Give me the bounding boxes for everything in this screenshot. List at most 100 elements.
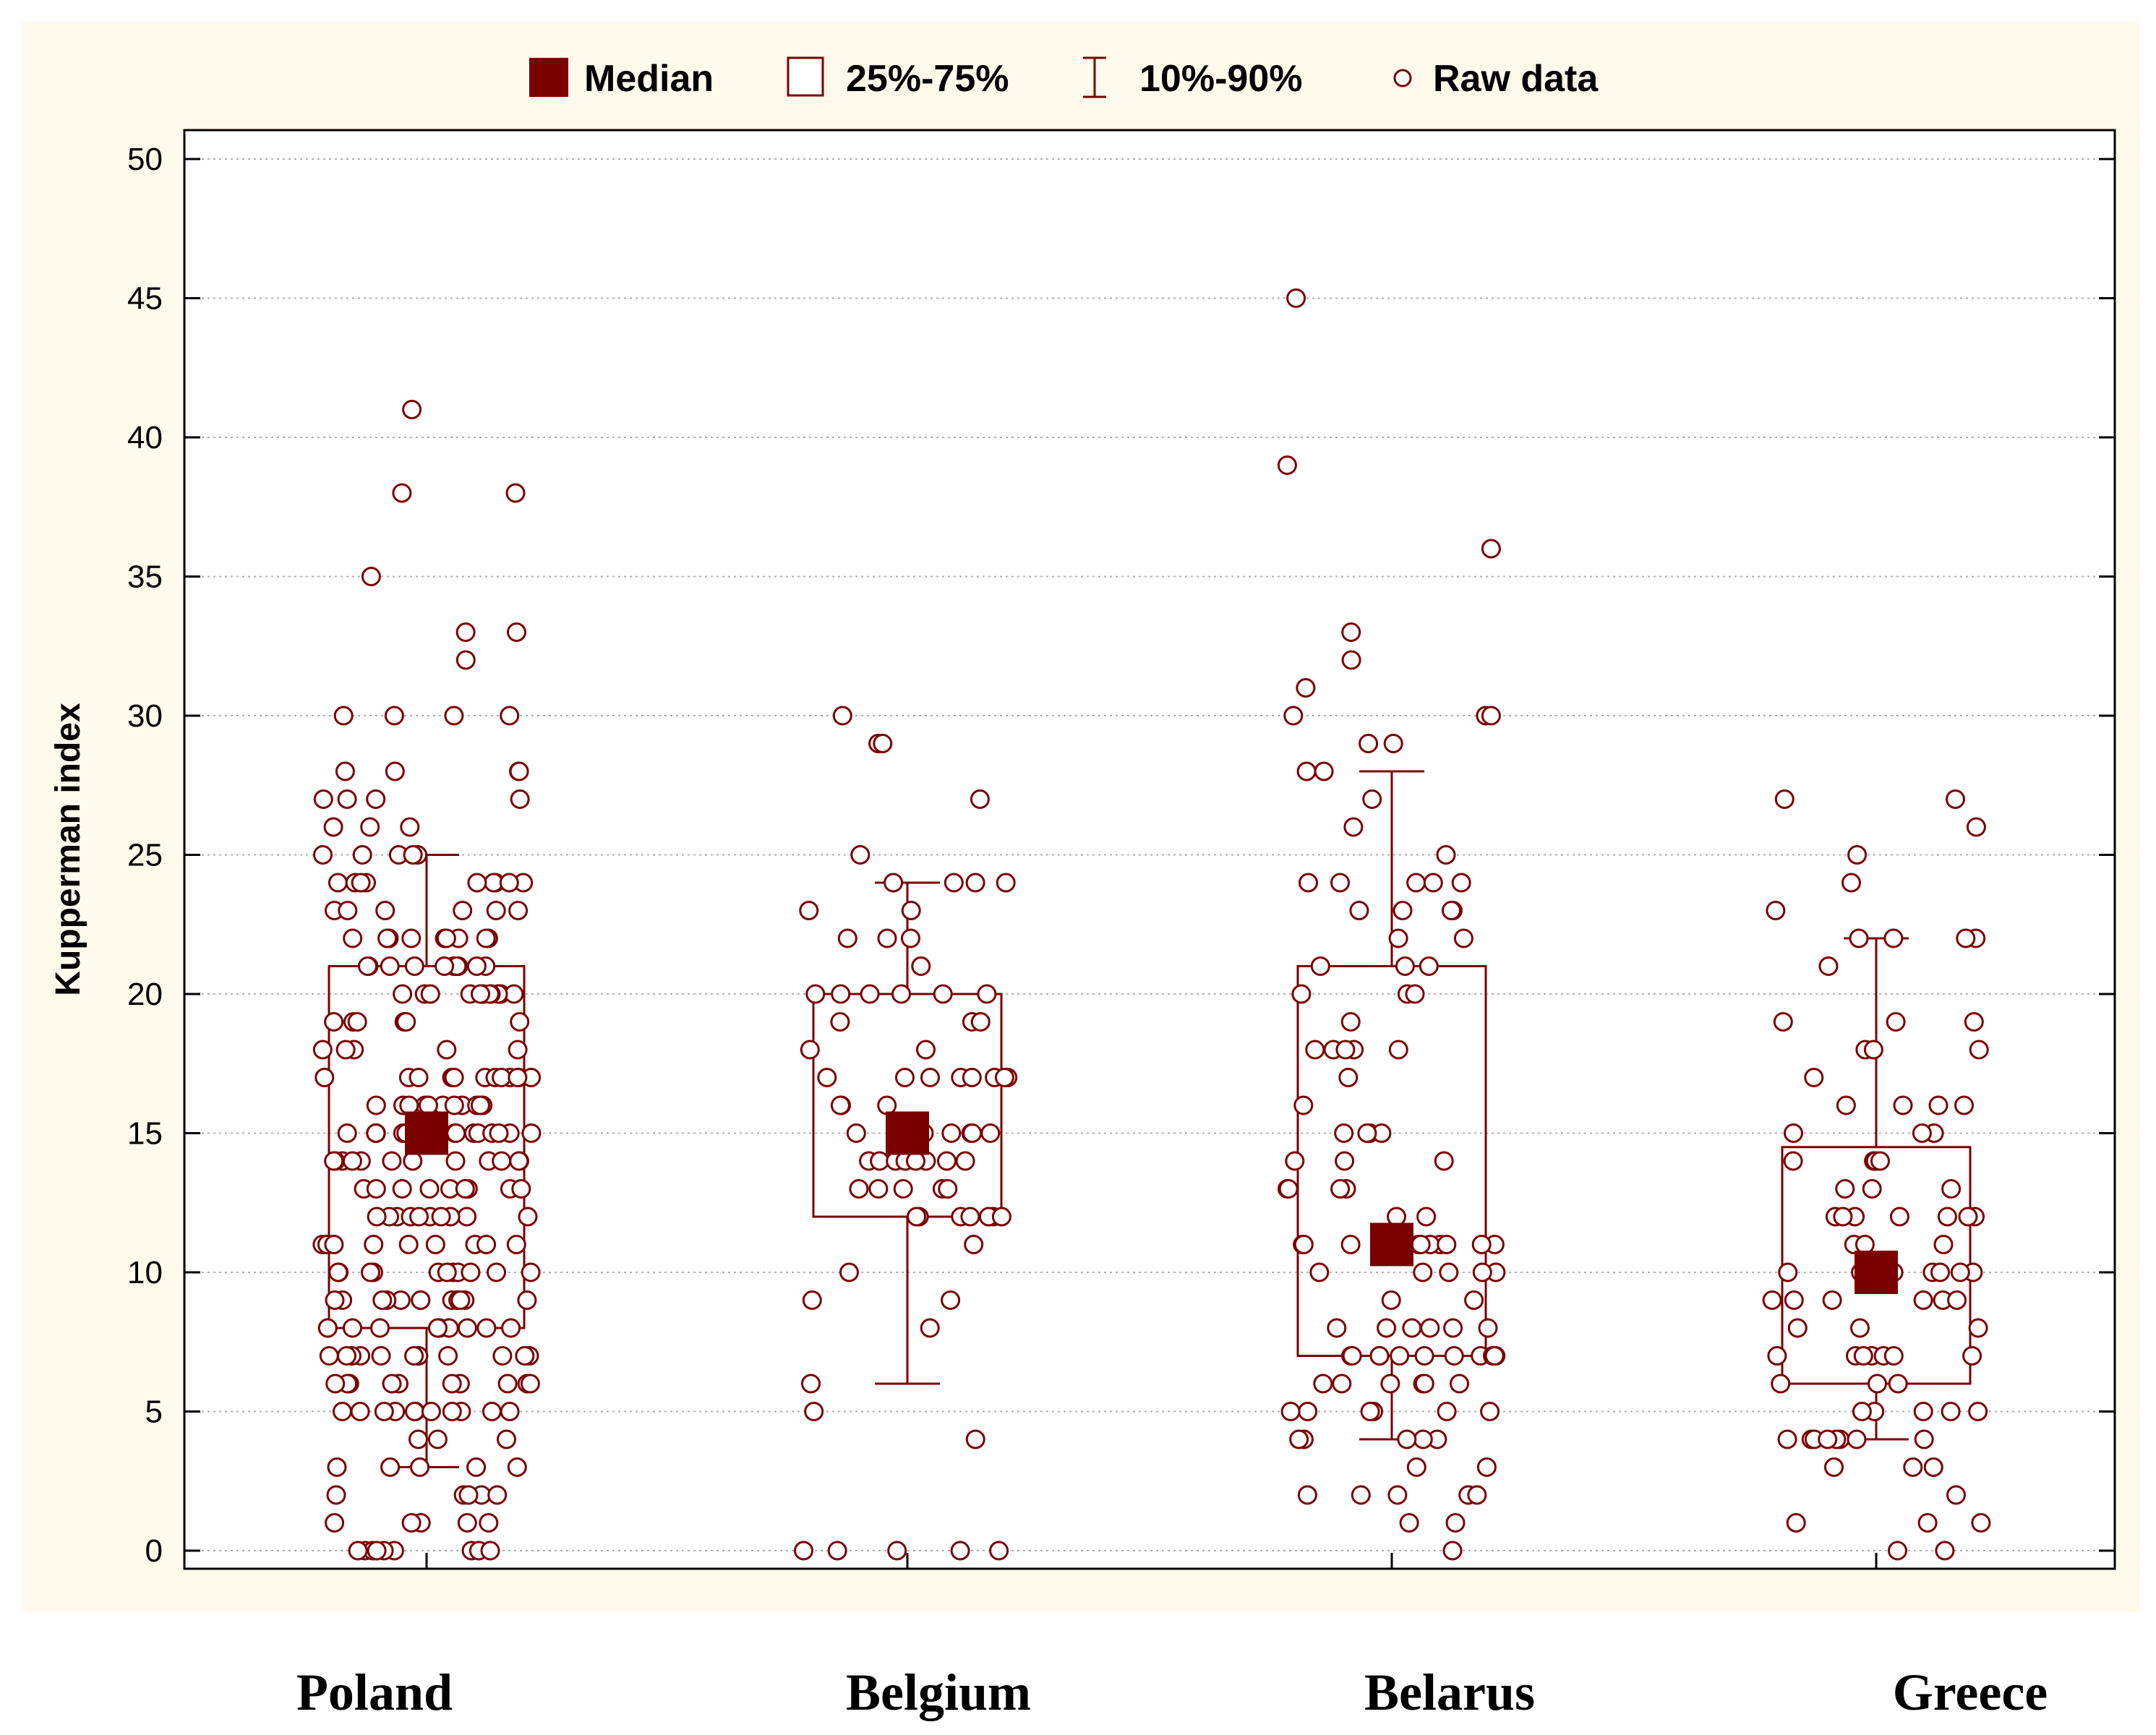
- poland-raw-point-228: [352, 845, 372, 865]
- poland-raw-point-212: [377, 928, 398, 948]
- poland-raw-point-193: [471, 984, 490, 1004]
- belarus-raw-point-44: [1381, 1290, 1401, 1310]
- poland-raw-point-171: [408, 1068, 429, 1087]
- greece-median-marker: [1855, 1251, 1898, 1294]
- belarus-raw-point-90: [1349, 901, 1369, 920]
- belgium-raw-point-17: [907, 1207, 927, 1227]
- belarus-raw-point-67: [1335, 1151, 1355, 1171]
- greece-raw-point-39: [1762, 1290, 1782, 1310]
- poland-raw-point-32: [333, 1402, 352, 1421]
- belgium-raw-point-10: [941, 1290, 961, 1310]
- poland-raw-point-242: [509, 761, 529, 781]
- greece-raw-point-16: [1818, 1429, 1838, 1449]
- poland-raw-point-216: [508, 901, 529, 920]
- poland-raw-point-36: [442, 1402, 462, 1421]
- poland-raw-point-174: [312, 1040, 333, 1060]
- greece-raw-point-0: [1935, 1541, 1955, 1561]
- belarus-raw-point-95: [1406, 873, 1426, 893]
- poland-raw-point-31: [405, 1402, 424, 1421]
- belgium-raw-point-47: [994, 1068, 1014, 1087]
- poland-raw-point-59: [438, 1346, 458, 1366]
- belgium-raw-point-68: [944, 873, 964, 893]
- legend-whisker-label: 10%-90%: [1139, 58, 1302, 100]
- poland-raw-point-175: [437, 1040, 457, 1060]
- belarus-raw-point-14: [1289, 1429, 1309, 1449]
- poland-raw-point-55: [515, 1346, 535, 1366]
- belgium-raw-point-67: [799, 901, 819, 920]
- belgium-raw-point-52: [800, 1040, 820, 1060]
- poland-raw-point-202: [466, 956, 487, 976]
- poland-raw-point-28: [482, 1402, 502, 1421]
- belgium-raw-point-19: [991, 1207, 1011, 1227]
- poland-raw-point-173: [335, 1040, 356, 1060]
- greece-raw-point-38: [1784, 1290, 1804, 1310]
- greece-raw-point-34: [1968, 1318, 1988, 1338]
- belarus-raw-point-65: [1330, 1179, 1351, 1199]
- poland-raw-point-136: [521, 1123, 542, 1143]
- belgium-raw-point-11: [839, 1262, 859, 1282]
- poland-raw-point-130: [445, 1151, 466, 1171]
- belarus-raw-point-99: [1436, 845, 1456, 865]
- poland-raw-point-10: [457, 1513, 477, 1533]
- greece-raw-point-91: [1774, 789, 1794, 809]
- belgium-raw-point-73: [970, 789, 990, 809]
- belarus-raw-point-41: [1377, 1318, 1397, 1338]
- poland-raw-point-182: [347, 1012, 367, 1032]
- poland-raw-point-234: [323, 817, 343, 837]
- belarus-raw-point-12: [1397, 1429, 1417, 1449]
- poland-raw-point-102: [398, 1235, 419, 1254]
- greece-raw-point-4: [1917, 1513, 1938, 1533]
- poland-raw-point-16: [458, 1485, 479, 1505]
- greece-raw-point-8: [1824, 1457, 1844, 1477]
- poland-raw-point-201: [435, 956, 455, 976]
- y-axis-label: Kupperman index: [49, 703, 87, 996]
- belgium-raw-point-23: [938, 1179, 958, 1199]
- legend-whisker-icon: [1083, 56, 1106, 98]
- belgium-raw-point-54: [830, 1012, 850, 1032]
- belarus-raw-point-114: [1286, 288, 1306, 308]
- poland-raw-point-65: [428, 1318, 448, 1338]
- poland-raw-point-113: [431, 1207, 451, 1227]
- greece-raw-point-36: [1947, 1290, 1967, 1310]
- poland-raw-point-248: [455, 650, 476, 670]
- belgium-raw-point-32: [906, 1151, 925, 1171]
- belarus-raw-point-59: [1437, 1235, 1457, 1254]
- poland-raw-point-103: [506, 1235, 526, 1254]
- category-label-poland: Poland: [296, 1663, 453, 1721]
- poland-raw-point-37: [421, 1402, 441, 1421]
- belarus-raw-point-48: [1413, 1262, 1433, 1282]
- poland-raw-point-67: [476, 1318, 497, 1338]
- belarus-raw-point-2: [1399, 1513, 1419, 1533]
- poland-raw-point-12: [325, 1513, 345, 1533]
- poland-raw-point-217: [453, 901, 473, 920]
- poland-raw-point-231: [313, 845, 333, 865]
- belgium-raw-point-55: [970, 1012, 991, 1032]
- belgium-raw-point-7: [801, 1374, 821, 1394]
- poland-raw-point-243: [335, 761, 355, 781]
- belarus-raw-point-0: [1442, 1541, 1463, 1561]
- belgium-raw-point-43: [920, 1068, 940, 1087]
- belgium-raw-point-58: [933, 984, 953, 1004]
- poland-raw-point-105: [518, 1207, 538, 1227]
- belarus-raw-point-49: [1309, 1262, 1330, 1282]
- belgium-raw-point-46: [895, 1068, 915, 1087]
- belgium-raw-point-72: [850, 845, 870, 865]
- poland-raw-point-29: [500, 1402, 520, 1421]
- poland-raw-point-254: [402, 400, 422, 419]
- belgium-raw-point-8: [920, 1318, 940, 1338]
- belgium-raw-point-62: [911, 956, 931, 976]
- greece-raw-point-31: [1883, 1346, 1904, 1366]
- belgium-raw-point-12: [964, 1235, 984, 1254]
- greece-raw-point-58: [1958, 1207, 1978, 1227]
- greece-raw-point-45: [1930, 1262, 1950, 1282]
- greece-raw-point-72: [1893, 1095, 1913, 1115]
- belarus-raw-point-5: [1351, 1485, 1371, 1505]
- belarus-raw-point-45: [1464, 1290, 1484, 1310]
- greece-raw-point-25: [1767, 1346, 1787, 1366]
- poland-raw-point-157: [399, 1095, 419, 1115]
- poland-raw-point-98: [476, 1235, 497, 1254]
- poland-raw-point-146: [489, 1123, 509, 1143]
- poland-raw-point-209: [401, 928, 422, 948]
- greece-raw-point-1: [1888, 1541, 1907, 1561]
- belarus-raw-point-62: [1387, 1207, 1406, 1227]
